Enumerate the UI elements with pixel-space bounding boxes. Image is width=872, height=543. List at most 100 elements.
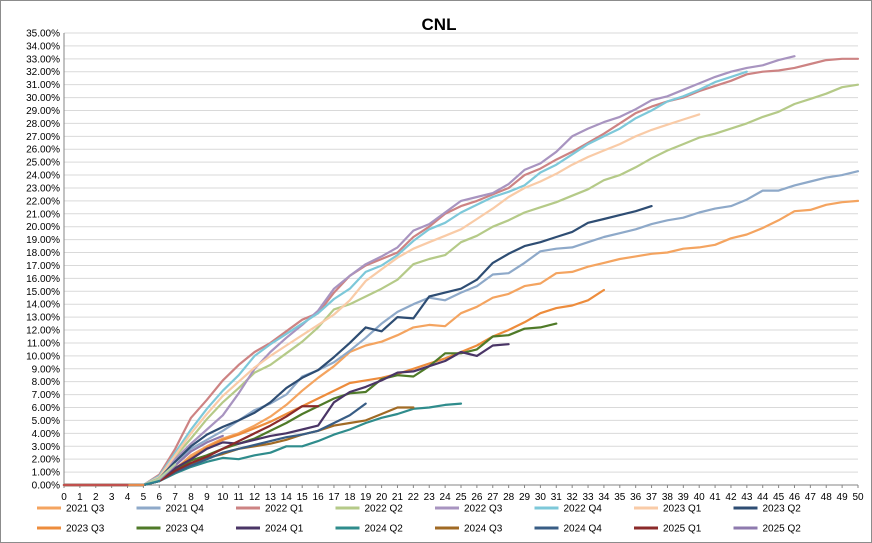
y-axis: 0.00% 1.00% 2.00% 3.00% 4.00% 5.00% 6.00% 7.00%… bbox=[26, 29, 65, 492]
legend-item: 2025 Q1 bbox=[634, 524, 702, 535]
x-tick-label: 32 bbox=[567, 492, 579, 503]
y-tick-label: 3.00% bbox=[32, 442, 60, 453]
y-tick-label: 6.00% bbox=[32, 403, 60, 414]
legend-item: 2022 Q4 bbox=[534, 504, 603, 515]
legend-label: 2021 Q4 bbox=[166, 504, 205, 515]
legend-item: 2023 Q2 bbox=[733, 504, 802, 515]
x-tick-label: 6 bbox=[156, 492, 162, 503]
y-tick-label: 28.00% bbox=[26, 119, 60, 130]
x-tick-label: 31 bbox=[551, 492, 563, 503]
x-tick-label: 1 bbox=[77, 492, 83, 503]
x-tick-label: 28 bbox=[503, 492, 515, 503]
x-tick-label: 30 bbox=[535, 492, 547, 503]
legend: 2021 Q3 2021 Q4 2022 Q1 2022 Q2 2022 Q3 2022 … bbox=[37, 504, 802, 535]
x-tick-label: 43 bbox=[741, 492, 753, 503]
legend-item: 2021 Q3 bbox=[37, 504, 105, 515]
x-tick-label: 7 bbox=[172, 492, 178, 503]
x-tick-label: 48 bbox=[821, 492, 833, 503]
x-tick-label: 19 bbox=[360, 492, 372, 503]
x-tick-label: 12 bbox=[249, 492, 261, 503]
x-tick-label: 17 bbox=[328, 492, 340, 503]
x-tick-label: 42 bbox=[725, 492, 737, 503]
series-line-2022-q4 bbox=[62, 70, 748, 487]
legend-item: 2023 Q4 bbox=[136, 524, 205, 535]
x-tick-label: 15 bbox=[297, 492, 309, 503]
y-tick-label: 31.00% bbox=[26, 80, 60, 91]
x-tick-label: 16 bbox=[313, 492, 325, 503]
x-tick-label: 36 bbox=[630, 492, 642, 503]
legend-label: 2022 Q2 bbox=[365, 504, 404, 515]
x-tick-label: 11 bbox=[233, 492, 244, 503]
x-tick-label: 38 bbox=[662, 492, 674, 503]
x-tick-label: 9 bbox=[204, 492, 210, 503]
x-tick-label: 0 bbox=[61, 492, 67, 503]
x-tick-label: 27 bbox=[487, 492, 499, 503]
y-tick-label: 8.00% bbox=[32, 377, 60, 388]
series-line-2023-q1 bbox=[62, 113, 701, 487]
x-tick-label: 46 bbox=[789, 492, 801, 503]
gridlines bbox=[64, 32, 858, 486]
legend-item: 2024 Q3 bbox=[435, 524, 503, 535]
y-tick-label: 4.00% bbox=[32, 429, 60, 440]
legend-label: 2023 Q1 bbox=[663, 504, 702, 515]
y-tick-label: 24.00% bbox=[26, 171, 60, 182]
y-tick-label: 9.00% bbox=[32, 364, 60, 375]
y-tick-label: 7.00% bbox=[32, 390, 60, 401]
y-tick-label: 19.00% bbox=[26, 235, 60, 246]
legend-item: 2021 Q4 bbox=[136, 504, 205, 515]
chart-title: CNL bbox=[422, 15, 457, 34]
legend-label: 2022 Q4 bbox=[564, 504, 603, 515]
x-tick-label: 40 bbox=[694, 492, 706, 503]
x-tick-label: 33 bbox=[582, 492, 594, 503]
y-tick-label: 32.00% bbox=[26, 67, 60, 78]
y-tick-label: 15.00% bbox=[26, 287, 60, 298]
y-tick-label: 10.00% bbox=[26, 351, 60, 362]
series-line-2022-q1 bbox=[62, 57, 860, 487]
legend-label: 2024 Q2 bbox=[365, 524, 404, 535]
legend-item: 2022 Q1 bbox=[236, 504, 304, 515]
legend-item: 2023 Q1 bbox=[634, 504, 702, 515]
y-tick-label: 1.00% bbox=[32, 468, 60, 479]
x-tick-label: 26 bbox=[471, 492, 483, 503]
legend-label: 2022 Q1 bbox=[265, 504, 304, 515]
legend-label: 2023 Q4 bbox=[166, 524, 205, 535]
legend-item: 2024 Q2 bbox=[335, 524, 404, 535]
y-tick-label: 29.00% bbox=[26, 106, 60, 117]
y-tick-label: 12.00% bbox=[26, 326, 60, 337]
x-tick-label: 13 bbox=[265, 492, 277, 503]
y-tick-label: 27.00% bbox=[26, 132, 60, 143]
y-tick-label: 23.00% bbox=[26, 183, 60, 194]
y-tick-label: 16.00% bbox=[26, 274, 60, 285]
x-tick-label: 37 bbox=[646, 492, 658, 503]
series-lines bbox=[62, 55, 860, 487]
series-line-2021-q3 bbox=[62, 199, 860, 487]
x-tick-label: 8 bbox=[188, 492, 194, 503]
x-tick-label: 47 bbox=[805, 492, 817, 503]
x-tick-label: 4 bbox=[125, 492, 131, 503]
x-tick-label: 2 bbox=[93, 492, 99, 503]
x-tick-label: 10 bbox=[217, 492, 229, 503]
y-tick-label: 5.00% bbox=[32, 416, 60, 427]
y-tick-label: 11.00% bbox=[27, 338, 60, 349]
y-tick-label: 20.00% bbox=[26, 222, 60, 233]
y-tick-label: 17.00% bbox=[26, 261, 60, 272]
y-tick-label: 34.00% bbox=[26, 41, 60, 52]
legend-label: 2023 Q3 bbox=[66, 524, 105, 535]
legend-item: 2022 Q3 bbox=[435, 504, 503, 515]
legend-label: 2021 Q3 bbox=[66, 504, 105, 515]
legend-item: 2022 Q2 bbox=[335, 504, 404, 515]
x-tick-label: 24 bbox=[440, 492, 452, 503]
y-tick-label: 35.00% bbox=[26, 29, 60, 40]
y-tick-label: 14.00% bbox=[26, 300, 60, 311]
legend-label: 2023 Q2 bbox=[763, 504, 802, 515]
y-tick-label: 25.00% bbox=[26, 158, 60, 169]
legend-item: 2024 Q4 bbox=[534, 524, 602, 535]
y-tick-label: 22.00% bbox=[26, 196, 60, 207]
y-tick-label: 30.00% bbox=[26, 93, 60, 104]
series-line-2022-q2 bbox=[62, 83, 860, 487]
x-tick-label: 34 bbox=[598, 492, 610, 503]
x-tick-label: 23 bbox=[424, 492, 436, 503]
x-tick-label: 39 bbox=[678, 492, 690, 503]
